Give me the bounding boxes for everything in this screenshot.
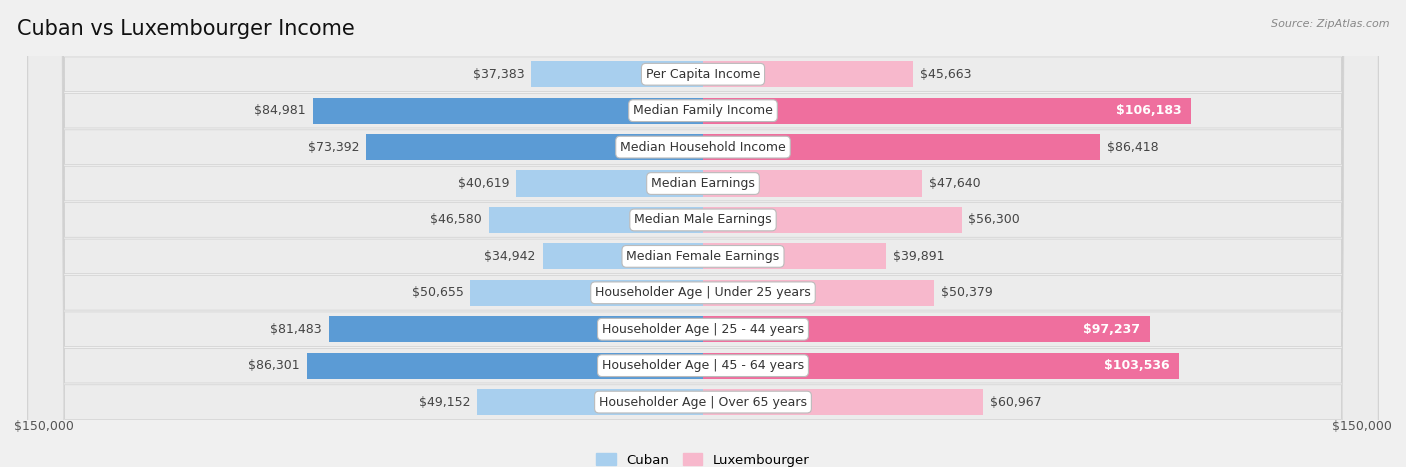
Text: Per Capita Income: Per Capita Income — [645, 68, 761, 81]
Bar — [703, 316, 1150, 342]
Text: $84,981: $84,981 — [254, 104, 305, 117]
Text: Median Family Income: Median Family Income — [633, 104, 773, 117]
Bar — [703, 98, 1191, 124]
Text: $34,942: $34,942 — [484, 250, 536, 263]
FancyBboxPatch shape — [28, 0, 1378, 467]
Bar — [516, 170, 703, 197]
Text: Householder Age | 25 - 44 years: Householder Age | 25 - 44 years — [602, 323, 804, 336]
Text: $150,000: $150,000 — [1331, 420, 1392, 433]
Text: Median Household Income: Median Household Income — [620, 141, 786, 154]
FancyBboxPatch shape — [28, 0, 1378, 467]
Text: $60,967: $60,967 — [990, 396, 1042, 409]
Text: Median Male Earnings: Median Male Earnings — [634, 213, 772, 226]
Text: Householder Age | Under 25 years: Householder Age | Under 25 years — [595, 286, 811, 299]
Bar — [312, 98, 703, 124]
Bar — [489, 207, 703, 233]
Text: $50,379: $50,379 — [941, 286, 993, 299]
Text: $37,383: $37,383 — [472, 68, 524, 81]
Text: Median Earnings: Median Earnings — [651, 177, 755, 190]
Text: $46,580: $46,580 — [430, 213, 482, 226]
Text: $73,392: $73,392 — [308, 141, 359, 154]
Bar — [471, 280, 703, 306]
Bar — [703, 243, 886, 269]
Text: $40,619: $40,619 — [458, 177, 509, 190]
Text: $81,483: $81,483 — [270, 323, 322, 336]
Bar — [329, 316, 703, 342]
Text: Median Female Earnings: Median Female Earnings — [627, 250, 779, 263]
Text: $103,536: $103,536 — [1104, 359, 1170, 372]
Bar — [543, 243, 703, 269]
Bar — [703, 170, 922, 197]
FancyBboxPatch shape — [28, 0, 1378, 467]
Text: $106,183: $106,183 — [1116, 104, 1181, 117]
Text: $86,301: $86,301 — [247, 359, 299, 372]
Bar — [703, 134, 1099, 160]
Bar — [531, 61, 703, 87]
Text: $47,640: $47,640 — [929, 177, 980, 190]
Bar — [703, 353, 1178, 379]
Text: $45,663: $45,663 — [920, 68, 972, 81]
FancyBboxPatch shape — [28, 0, 1378, 467]
Bar — [703, 61, 912, 87]
FancyBboxPatch shape — [28, 0, 1378, 467]
FancyBboxPatch shape — [28, 0, 1378, 467]
Bar — [703, 207, 962, 233]
FancyBboxPatch shape — [28, 0, 1378, 467]
Bar — [477, 389, 703, 415]
Text: $56,300: $56,300 — [969, 213, 1021, 226]
Text: Source: ZipAtlas.com: Source: ZipAtlas.com — [1271, 19, 1389, 28]
Legend: Cuban, Luxembourger: Cuban, Luxembourger — [591, 448, 815, 467]
FancyBboxPatch shape — [28, 0, 1378, 467]
Bar — [307, 353, 703, 379]
Bar — [703, 280, 935, 306]
Text: $50,655: $50,655 — [412, 286, 464, 299]
FancyBboxPatch shape — [28, 0, 1378, 467]
Text: Householder Age | 45 - 64 years: Householder Age | 45 - 64 years — [602, 359, 804, 372]
Text: $49,152: $49,152 — [419, 396, 471, 409]
Text: Householder Age | Over 65 years: Householder Age | Over 65 years — [599, 396, 807, 409]
Text: $150,000: $150,000 — [14, 420, 75, 433]
Text: $97,237: $97,237 — [1084, 323, 1140, 336]
Bar — [703, 389, 983, 415]
Bar — [366, 134, 703, 160]
Text: $86,418: $86,418 — [1107, 141, 1159, 154]
Text: Cuban vs Luxembourger Income: Cuban vs Luxembourger Income — [17, 19, 354, 39]
FancyBboxPatch shape — [28, 0, 1378, 467]
Text: $39,891: $39,891 — [893, 250, 945, 263]
